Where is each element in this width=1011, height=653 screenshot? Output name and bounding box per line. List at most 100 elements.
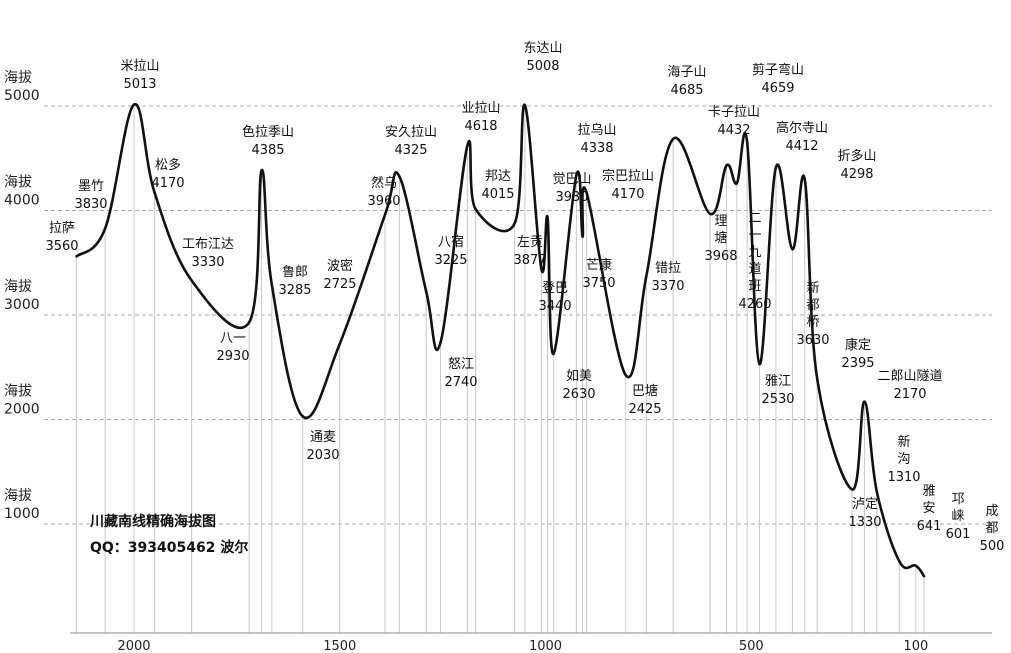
label-name-11: 安久拉山 <box>385 125 437 140</box>
label-name-18: 登巴 <box>542 281 568 296</box>
data-point-24 <box>624 373 627 377</box>
data-point-38 <box>875 490 878 493</box>
data-point-30 <box>745 140 749 143</box>
label-value-29: 4260 <box>738 297 771 312</box>
label-name-34: 折多山 <box>837 148 876 164</box>
label-name-3: 松多 <box>155 157 181 173</box>
label-value-13: 2740 <box>444 375 477 390</box>
data-point-0 <box>75 255 78 258</box>
label-name-19: 觉巴山 <box>552 172 591 187</box>
label-value-17: 5008 <box>526 59 559 74</box>
label-value-18: 3440 <box>538 299 571 314</box>
data-point-8 <box>301 415 304 418</box>
data-point-15 <box>474 207 477 211</box>
label-value-34: 4298 <box>840 167 873 182</box>
label-name-40: 邛崃 <box>951 492 964 524</box>
label-name-8: 通麦 <box>310 430 336 445</box>
label-value-38: 1310 <box>887 470 920 485</box>
label-name-9: 波密 <box>327 258 353 274</box>
label-value-35: 2395 <box>841 356 874 371</box>
data-point-4 <box>190 279 193 282</box>
y-tick-label-2000: 2000 <box>4 402 40 418</box>
data-point-6 <box>260 169 263 172</box>
y-tick-prefix-2000: 海拔 <box>4 384 32 400</box>
label-value-19: 3930 <box>555 190 588 205</box>
data-point-26 <box>671 137 675 141</box>
data-point-13 <box>439 340 442 344</box>
label-value-24: 2425 <box>628 402 661 417</box>
label-value-23: 4170 <box>611 187 644 202</box>
data-point-3 <box>153 191 156 194</box>
label-name-37: 二郎山隧道 <box>877 368 942 384</box>
data-point-37 <box>863 400 866 403</box>
data-point-10 <box>383 213 387 216</box>
label-name-26: 海子山 <box>667 65 706 80</box>
data-point-19 <box>546 216 549 220</box>
label-value-40: 601 <box>946 527 971 542</box>
x-tick-label-500: 500 <box>739 639 764 653</box>
label-name-4: 工布江达 <box>182 237 234 252</box>
label-value-21: 4338 <box>580 141 613 156</box>
y-tick-prefix-1000: 海拔 <box>4 488 32 504</box>
data-point-5 <box>248 321 251 324</box>
data-point-20 <box>552 352 555 355</box>
label-name-20: 如美 <box>566 368 592 384</box>
y-tick-prefix-5000: 海拔 <box>4 70 32 86</box>
label-value-7: 3285 <box>278 283 311 298</box>
data-point-2 <box>132 103 136 106</box>
label-value-20: 2630 <box>562 387 595 402</box>
y-tick-label-4000: 4000 <box>4 193 40 209</box>
label-value-15: 4015 <box>481 187 514 202</box>
data-point-29 <box>735 182 739 185</box>
label-name-17: 东达山 <box>523 41 562 56</box>
data-point-9 <box>338 342 341 345</box>
label-name-13: 怒江 <box>448 357 474 372</box>
data-point-25 <box>645 275 648 278</box>
label-value-11: 4325 <box>394 143 427 158</box>
label-name-0: 拉萨 <box>49 221 75 236</box>
x-tick-label-1000: 1000 <box>529 639 562 653</box>
y-tick-label-5000: 5000 <box>4 88 40 104</box>
label-name-28: 卡子拉山 <box>708 105 760 120</box>
label-name-32: 高尔寺山 <box>776 120 828 136</box>
label-value-5: 2930 <box>216 349 249 364</box>
label-name-22: 芒康 <box>586 257 612 273</box>
label-value-2: 5013 <box>123 77 156 92</box>
label-name-1: 墨竹 <box>78 179 104 194</box>
data-point-7 <box>270 284 274 287</box>
label-name-24: 巴塘 <box>632 383 658 399</box>
data-point-39 <box>898 560 901 563</box>
chart-subtitle: QQ：393405462 波尔 <box>90 539 248 556</box>
label-name-35: 康定 <box>845 337 871 353</box>
data-point-16 <box>513 222 516 225</box>
label-value-41: 500 <box>980 539 1005 554</box>
label-name-31: 雅江 <box>765 374 791 389</box>
label-value-8: 2030 <box>306 448 339 463</box>
data-point-23 <box>585 191 588 194</box>
label-value-4: 3330 <box>191 255 224 270</box>
label-value-12: 3225 <box>434 253 467 268</box>
label-value-31: 2530 <box>761 392 794 407</box>
data-point-32 <box>774 166 778 169</box>
label-value-39: 641 <box>917 519 942 534</box>
data-point-40 <box>914 564 918 567</box>
label-value-22: 3750 <box>582 276 615 291</box>
label-value-3: 4170 <box>151 176 184 191</box>
label-name-38: 新沟 <box>897 434 910 467</box>
data-point-35 <box>815 377 819 380</box>
y-tick-label-1000: 1000 <box>4 506 40 522</box>
label-name-16: 左贡 <box>517 235 543 250</box>
data-point-1 <box>103 227 107 230</box>
data-point-12 <box>424 290 428 293</box>
y-tick-prefix-3000: 海拔 <box>4 279 32 295</box>
data-point-27 <box>708 212 712 216</box>
data-point-11 <box>398 175 401 178</box>
label-value-37: 2170 <box>893 387 926 402</box>
label-value-26: 4685 <box>670 83 703 98</box>
data-point-18 <box>540 267 543 271</box>
data-point-31 <box>758 362 761 366</box>
data-point-14 <box>466 144 469 148</box>
label-name-27: 理塘 <box>714 214 727 246</box>
label-value-25: 3370 <box>651 279 684 294</box>
label-name-6: 色拉季山 <box>242 124 294 140</box>
